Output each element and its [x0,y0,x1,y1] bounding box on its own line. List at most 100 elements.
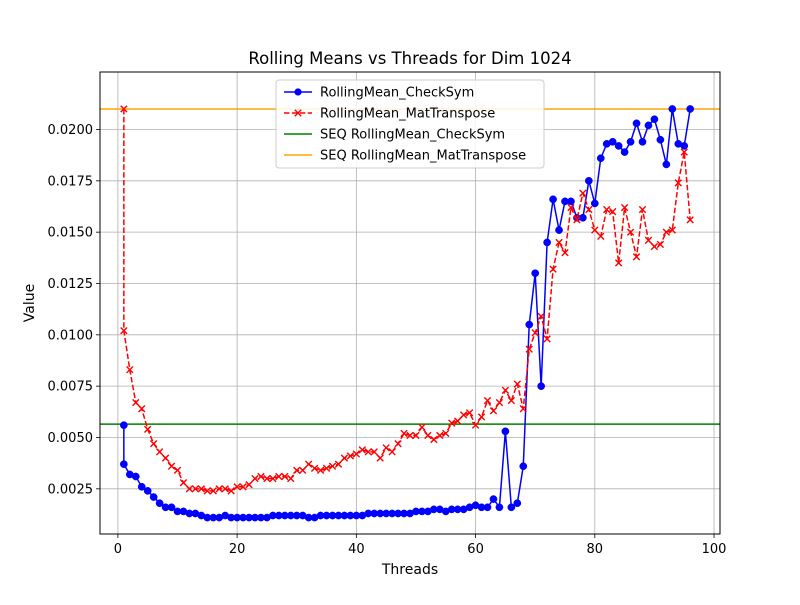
series-0-point [644,121,653,130]
series-0-point [119,460,128,469]
series-0-point [519,462,528,471]
series-1-point [340,454,349,462]
y-tick-label: 0.0025 [48,482,94,497]
series-0-point [531,269,540,278]
series-1-point [328,462,337,470]
series-0-point [662,160,671,169]
series-1-point [275,472,283,481]
series-1-point [352,450,361,458]
series-1-point [293,466,301,475]
series-1-point [430,435,438,444]
series-1-point [287,474,295,483]
series-1-point [358,446,367,454]
series-1-point [316,466,325,475]
series-1-point [197,485,206,493]
series-1-point [507,396,516,405]
series-1-point [179,478,188,487]
series-1-point [608,207,617,216]
series-0-point [513,499,522,508]
series-1-point [668,226,677,234]
series-1-point [322,464,331,472]
series-0-point [632,119,641,128]
series-1-point [132,398,140,407]
series-0-point [167,503,176,512]
series-0-point [555,226,563,234]
y-tick-label: 0.0175 [48,174,94,189]
series-1-point [591,226,599,234]
series-1-point [632,253,641,261]
y-tick-label: 0.0200 [48,123,94,138]
series-0-point [119,421,128,430]
series-1-point [638,205,647,214]
series-1-point [400,429,408,438]
series-1-point [573,216,581,224]
series-0-point [137,482,146,491]
series-0-point [483,503,492,512]
series-1-point [585,205,593,214]
y-tick-label: 0.0100 [48,328,94,343]
series-0-point [489,495,498,503]
series-1-point [185,485,194,493]
series-1-point [579,189,587,197]
series-1-point [525,345,533,353]
series-1-point [251,474,259,483]
series-1-point [167,462,176,470]
series-0-point [596,154,605,163]
series-1-point [495,398,504,407]
series-0-point [143,487,152,495]
series-0-point [626,137,635,146]
series-1-point [662,228,671,236]
series-0-point [549,195,557,204]
x-tick-label: 20 [229,542,246,557]
series-1-point [257,472,265,481]
series-1-point [263,474,271,483]
series-1-point [513,380,522,388]
series-1-point [448,419,456,427]
series-1-point [239,483,247,491]
series-0-point [668,105,677,113]
series-1-point [126,366,134,374]
series-1-point [245,481,253,489]
series-1-point [519,405,527,413]
series-0-point [686,105,695,113]
x-tick-label: 0 [114,542,122,557]
series-0-point [590,199,599,208]
series-1-point [382,444,390,452]
series-1-point [680,148,688,156]
series-0-point [543,238,551,247]
series-0-point [650,115,659,124]
series-0-point [680,142,689,150]
series-1-point [412,431,420,440]
series-0-point [620,148,629,156]
series-1-point [346,452,355,460]
legend-label: SEQ RollingMean_CheckSym [320,128,505,143]
series-1-point [370,448,378,456]
series-1-point [442,429,450,438]
series-0-point [608,137,617,146]
series-1-point [191,485,200,493]
series-1-point [120,327,128,335]
series-1-point [626,228,635,236]
series-0-point [579,213,587,222]
x-tick-label: 80 [587,542,604,557]
series-1-point [549,265,557,273]
series-0-point [525,320,534,329]
series-1-point [614,259,623,267]
series-1-point [555,238,563,247]
series-1-point [531,329,539,337]
axis-ticks: 0 20 40 60 80 100 0.0025 0.0050 0.0075 0.0100 0.01… [48,123,727,557]
y-axis-label: Value [22,284,38,322]
series-1-point [424,431,432,440]
legend-swatch-marker [294,88,302,96]
series-1-point [143,425,152,433]
series-1-point [620,203,629,212]
series-1-point [483,396,492,405]
series-1-point [489,407,498,415]
series-1-point [501,386,510,394]
plot-area-frame [99,71,721,535]
series-0-point [501,427,510,436]
series-1-point [203,487,212,495]
series-1-point [561,248,569,257]
series-1-point [304,460,313,468]
series-0-point [155,499,164,508]
